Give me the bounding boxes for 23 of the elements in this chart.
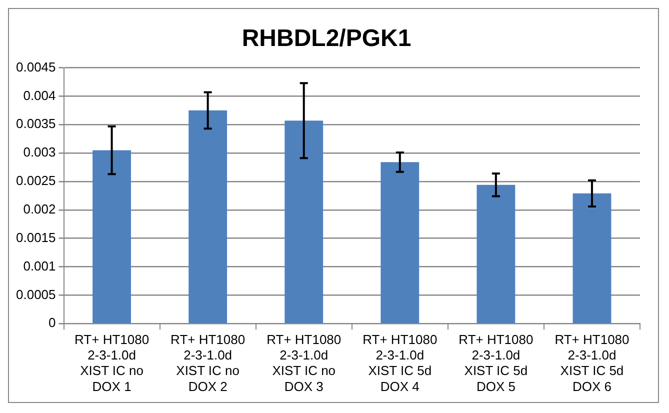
y-tick-label: 0.0035 [16, 116, 56, 132]
y-tick-label: 0.003 [23, 144, 56, 160]
x-tick-label: RT+ HT1080 2-3-1.0d XIST IC 5d DOX 4 [362, 332, 438, 394]
bar [476, 184, 516, 323]
y-tick-label: 0 [48, 315, 56, 330]
x-tick-label: RT+ HT1080 2-3-1.0d XIST IC 5d DOX 6 [554, 332, 630, 394]
y-tick-label: 0.0045 [16, 59, 56, 74]
x-tick-label: RT+ HT1080 2-3-1.0d XIST IC no DOX 3 [266, 332, 342, 394]
bar [380, 162, 420, 323]
y-tick-label: 0.0005 [16, 286, 56, 302]
y-tick-label: 0.0025 [16, 173, 56, 188]
chart-title: RHBDL2/PGK1 [242, 25, 412, 52]
x-tick-label: RT+ HT1080 2-3-1.0d XIST IC 5d DOX 5 [458, 332, 534, 394]
y-tick-label: 0.004 [23, 88, 56, 103]
bar [284, 120, 324, 323]
y-tick-label: 0.002 [23, 201, 56, 216]
bar [572, 193, 612, 323]
y-tick-label: 0.0015 [16, 230, 56, 245]
y-tick-label: 0.001 [23, 258, 56, 274]
x-tick-label: RT+ HT1080 2-3-1.0d XIST IC no DOX 1 [74, 332, 150, 394]
bar [92, 150, 131, 323]
x-tick-label: RT+ HT1080 2-3-1.0d XIST IC no DOX 2 [170, 332, 246, 394]
bar [188, 110, 228, 323]
